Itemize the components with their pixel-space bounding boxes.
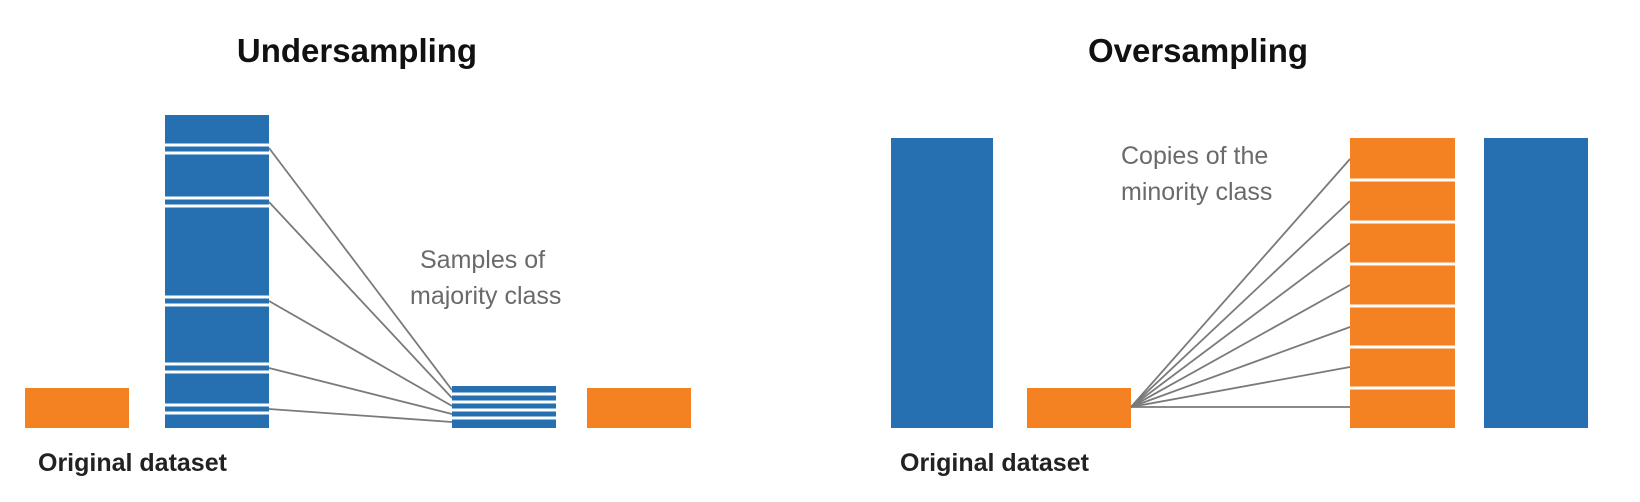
- original-majority-bar: [165, 115, 269, 428]
- original-minority-bar: [25, 388, 129, 428]
- oversampled-majority-bar: [1484, 138, 1588, 428]
- oversampled-minority-bar: [1350, 138, 1455, 428]
- oversampling-title: Oversampling: [1088, 32, 1308, 69]
- undersampling-panel: Undersampling: [25, 32, 691, 477]
- sampled-row-markers: [165, 143, 269, 415]
- undersampling-title: Undersampling: [237, 32, 477, 69]
- undersampling-annotation-line-1: Samples of: [420, 246, 545, 274]
- undersampling-connectors: [268, 147, 453, 423]
- oversampling-annotation-line-1: Copies of the: [1121, 142, 1268, 170]
- undersampled-majority-bar: [452, 386, 556, 428]
- original-majority-bar: [891, 138, 993, 428]
- oversampling-original-caption: Original dataset: [900, 449, 1090, 477]
- oversampling-annotation-line-2: minority class: [1121, 178, 1272, 206]
- oversampling-panel: Oversampling Copies of the m: [891, 32, 1588, 477]
- undersampled-minority-bar: [587, 388, 691, 428]
- undersampling-original-caption: Original dataset: [38, 449, 228, 477]
- oversampling-connectors: [1130, 158, 1351, 408]
- original-minority-bar: [1027, 388, 1131, 428]
- undersampling-annotation-line-2: majority class: [410, 282, 561, 310]
